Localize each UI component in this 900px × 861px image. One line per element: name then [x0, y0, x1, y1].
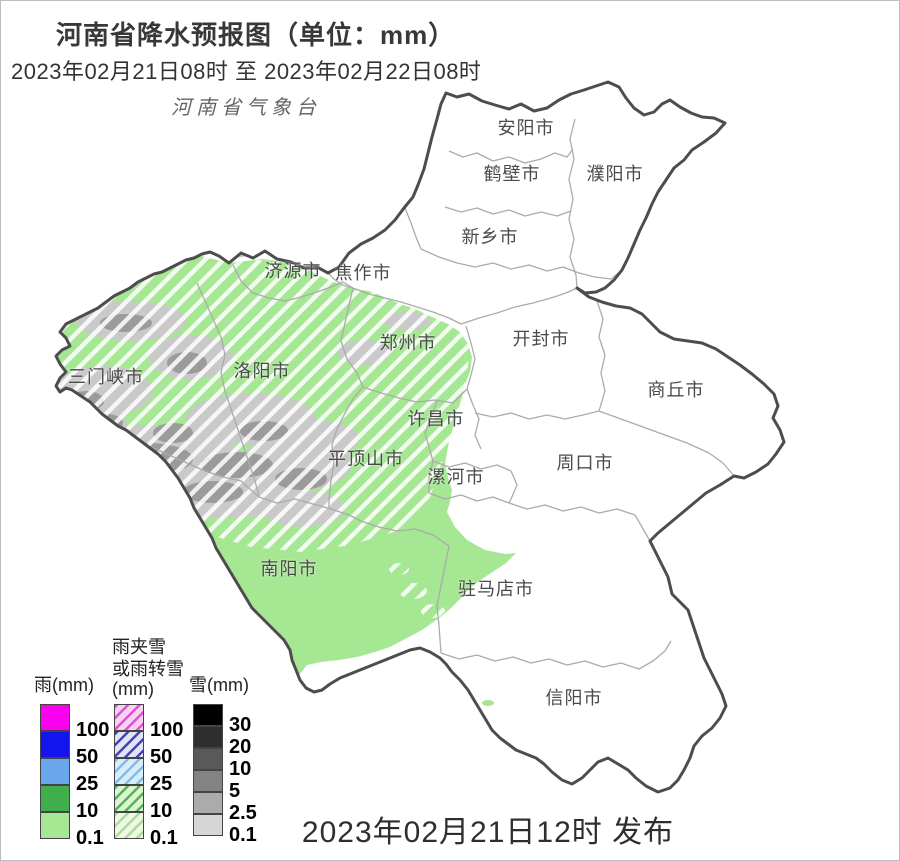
- legend-rain-tick: 50: [76, 746, 99, 768]
- legend-sleet-tick: 25: [150, 773, 173, 795]
- legend-sleet-tick: 0.1: [150, 827, 178, 849]
- page-title: 河南省降水预报图（单位：mm）: [56, 20, 456, 50]
- legend-snow-swatch-20: [193, 726, 223, 748]
- legend-sleet-tick: 100: [150, 719, 184, 741]
- legend-snow-swatch-25: [193, 792, 223, 814]
- city-label-xuchang: 许昌市: [407, 409, 465, 429]
- legend-sleet-tick: 50: [150, 746, 173, 768]
- legend-sleet-swatch-100: [114, 704, 144, 731]
- city-label-xinyang: 信阳市: [545, 688, 603, 708]
- legend-snow-tick: 20: [229, 736, 252, 758]
- legend-snow-title: 雪(mm): [189, 675, 249, 695]
- legend-snow-tick: 30: [229, 714, 252, 736]
- city-label-xinxiang: 新乡市: [461, 227, 519, 247]
- legend-snow-swatch-01: [193, 814, 223, 836]
- legend-sleet-swatch-50: [114, 731, 144, 758]
- legend-snow-tick: 10: [229, 758, 252, 780]
- legend-sleet-title-line3: (mm): [112, 679, 154, 699]
- city-label-zhengzhou: 郑州市: [379, 333, 437, 353]
- legend-sleet-swatch-10: [114, 785, 144, 812]
- legend-sleet-title-line1: 雨夹雪: [112, 637, 166, 657]
- city-label-sanmenxia: 三门峡市: [68, 367, 144, 387]
- issue-time: 2023年02月21日12时 发布: [301, 816, 675, 849]
- legend-rain-swatch-25: [40, 758, 70, 785]
- legend-rain-tick: 0.1: [76, 827, 104, 849]
- legend-rain-title: 雨(mm): [34, 675, 94, 695]
- legend-rain-tick: 25: [76, 773, 99, 795]
- legend-snow-tick: 5: [229, 780, 241, 802]
- city-label-zhoukou: 周口市: [556, 453, 614, 473]
- city-label-anyang: 安阳市: [497, 118, 555, 138]
- agency-name: 河南省气象台: [171, 95, 321, 119]
- legend-rain-tick: 10: [76, 800, 99, 822]
- city-label-jiyuan: 济源市: [264, 261, 322, 281]
- legend-sleet-tick: 10: [150, 800, 173, 822]
- city-label-jiaozuo: 焦作市: [334, 263, 392, 283]
- city-label-luoyang: 洛阳市: [233, 361, 291, 381]
- city-label-pingdingshan: 平顶山市: [328, 449, 404, 469]
- legend-snow-tick: 0.1: [229, 824, 257, 846]
- legend-sleet-swatch-01: [114, 812, 144, 839]
- legend-rain-swatch-100: [40, 704, 70, 731]
- legend-snow-tick: 2.5: [229, 802, 257, 824]
- legend-rain-tick: 100: [76, 719, 110, 741]
- legend-rain-swatch-50: [40, 731, 70, 758]
- city-label-puyang: 濮阳市: [586, 164, 644, 184]
- legend-snow-swatch-10: [193, 748, 223, 770]
- legend-snow-swatch-30: [193, 704, 223, 726]
- legend-sleet-swatch-25: [114, 758, 144, 785]
- city-label-luohe: 漯河市: [427, 467, 485, 487]
- city-label-shangqiu: 商丘市: [647, 380, 705, 400]
- province-outline: [54, 80, 786, 794]
- city-label-kaifeng: 开封市: [512, 329, 570, 349]
- forecast-date-range: 2023年02月21日08时 至 2023年02月22日08时: [11, 59, 482, 84]
- legend-snow-swatch-5: [193, 770, 223, 792]
- legend-rain-swatch-01: [40, 812, 70, 839]
- city-label-hebi: 鹤壁市: [483, 164, 541, 184]
- legend-sleet-title-line2: 或雨转雪: [112, 659, 184, 679]
- city-label-nanyang: 南阳市: [260, 559, 318, 579]
- city-boundaries: [150, 118, 735, 670]
- legend-rain-swatch-10: [40, 785, 70, 812]
- city-label-zhumadian: 驻马店市: [458, 579, 534, 599]
